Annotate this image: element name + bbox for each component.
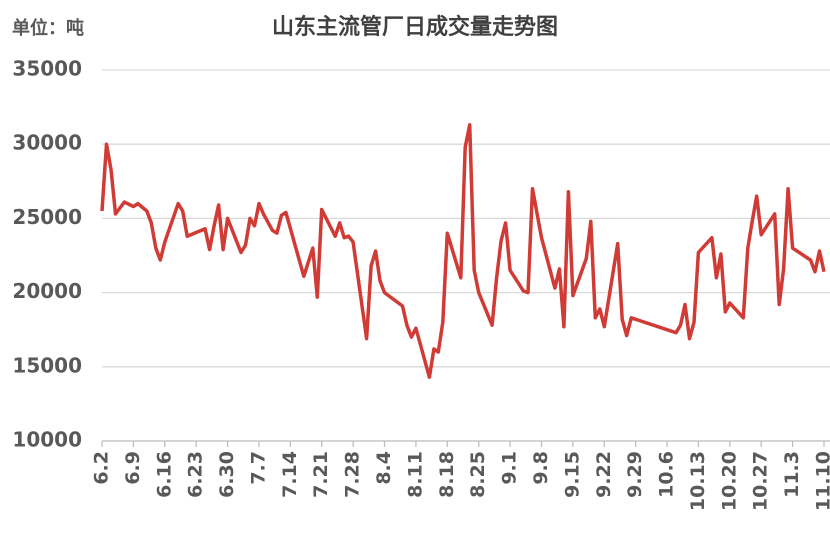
y-tick-label: 10000 (12, 428, 82, 452)
x-tick-label: 10.27 (750, 451, 772, 511)
x-tick-label: 8.25 (467, 451, 489, 498)
x-tick-label: 9.8 (530, 451, 552, 485)
x-tick-label: 6.30 (216, 451, 238, 498)
y-tick-label: 25000 (12, 205, 82, 229)
x-tick-label: 10.6 (656, 451, 678, 498)
x-tick-label: 9.1 (499, 451, 521, 485)
x-tick-label: 6.2 (91, 451, 113, 485)
x-tick-label: 11.10 (813, 451, 830, 511)
x-tick-label: 6.16 (153, 451, 175, 498)
x-tick-label: 8.11 (404, 451, 426, 498)
x-tick-label: 10.13 (687, 451, 709, 511)
x-tick-label: 9.29 (624, 451, 646, 498)
x-tick-label: 7.21 (310, 451, 332, 498)
x-tick-label: 7.14 (279, 451, 301, 498)
y-tick-label: 15000 (12, 353, 82, 377)
x-tick-label: 6.23 (185, 451, 207, 498)
x-tick-label: 9.15 (561, 451, 583, 498)
x-tick-label: 8.18 (436, 451, 458, 498)
data-line (100, 123, 826, 379)
x-tick-label: 6.9 (122, 451, 144, 485)
x-tick-label: 7.28 (342, 451, 364, 498)
x-tick-label: 9.22 (593, 451, 615, 498)
x-tick-label: 11.3 (781, 451, 803, 498)
x-tick-label: 7.7 (247, 451, 269, 485)
x-tick-label: 10.20 (718, 451, 740, 511)
unit-label: 单位：吨 (12, 17, 84, 39)
x-tick-label: 8.4 (373, 451, 395, 485)
y-tick-label: 20000 (12, 279, 82, 303)
y-tick-label: 30000 (12, 131, 82, 155)
y-tick-label: 35000 (12, 57, 82, 81)
chart-title: 山东主流管厂日成交量走势图 (272, 14, 558, 40)
